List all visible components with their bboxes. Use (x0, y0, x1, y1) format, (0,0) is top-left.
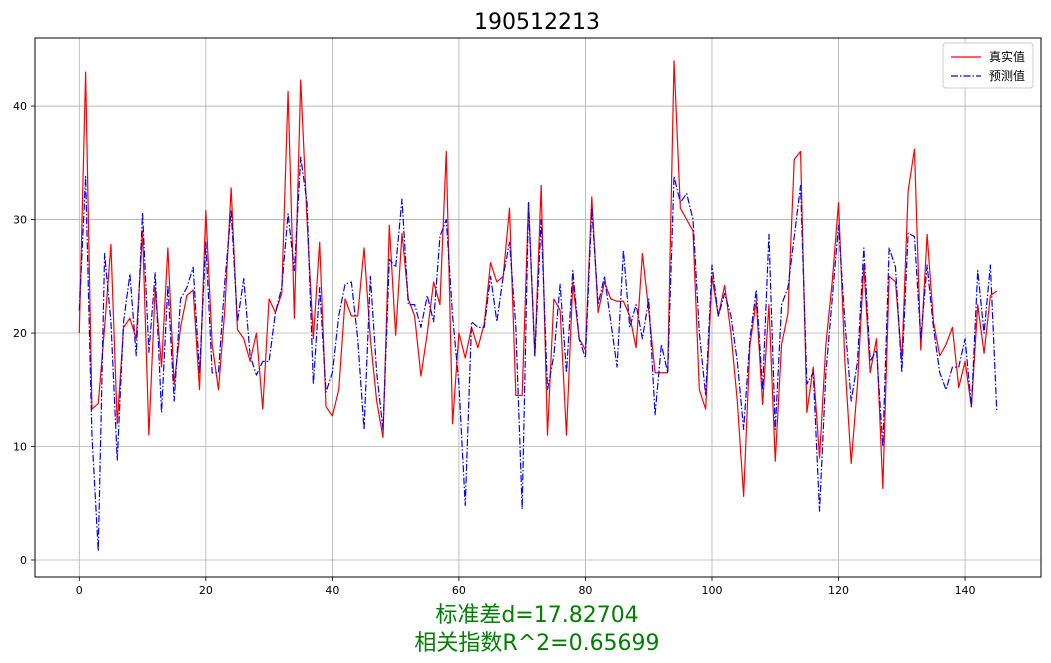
legend-label-actual: 真实值 (989, 49, 1025, 64)
y-axis-ticks: 0 10 20 30 40 (13, 100, 35, 567)
series-line-actual (78, 60, 998, 498)
chart-title: 190512213 (474, 10, 600, 35)
x-tick-label: 20 (199, 584, 213, 597)
series-lines (78, 60, 998, 552)
caption-r-squared: 相关指数R^2=0.65699 (414, 631, 659, 656)
x-tick-label: 140 (955, 584, 976, 597)
legend-label-predicted: 预测值 (989, 68, 1025, 83)
x-tick-label: 100 (701, 584, 722, 597)
plot-frame (34, 37, 1042, 578)
legend-box (942, 42, 1034, 89)
y-tick-label: 10 (13, 441, 27, 454)
y-tick-label: 0 (20, 554, 27, 567)
legend: 真实值 预测值 (942, 42, 1034, 89)
x-tick-label: 80 (578, 584, 592, 597)
y-tick-label: 30 (13, 214, 27, 227)
x-tick-label: 40 (325, 584, 339, 597)
y-tick-label: 20 (13, 327, 27, 340)
x-tick-label: 60 (452, 584, 466, 597)
x-tick-label: 0 (76, 584, 83, 597)
y-tick-label: 40 (13, 100, 27, 113)
x-tick-label: 120 (828, 584, 849, 597)
caption-std-dev: 标准差d=17.82704 (435, 603, 638, 628)
grid-lines (35, 38, 1041, 577)
x-axis-ticks: 0 20 40 60 80 100 120 140 (76, 577, 976, 597)
series-line-predicted (78, 156, 998, 552)
